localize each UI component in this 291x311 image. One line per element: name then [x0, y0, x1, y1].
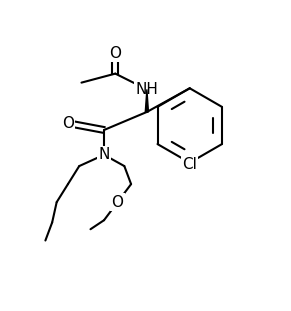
Text: O: O [62, 116, 74, 131]
Text: N: N [98, 147, 110, 162]
Polygon shape [145, 89, 148, 112]
Text: O: O [109, 46, 121, 61]
Text: NH: NH [135, 82, 158, 97]
Text: O: O [111, 195, 124, 210]
Text: Cl: Cl [182, 157, 197, 172]
